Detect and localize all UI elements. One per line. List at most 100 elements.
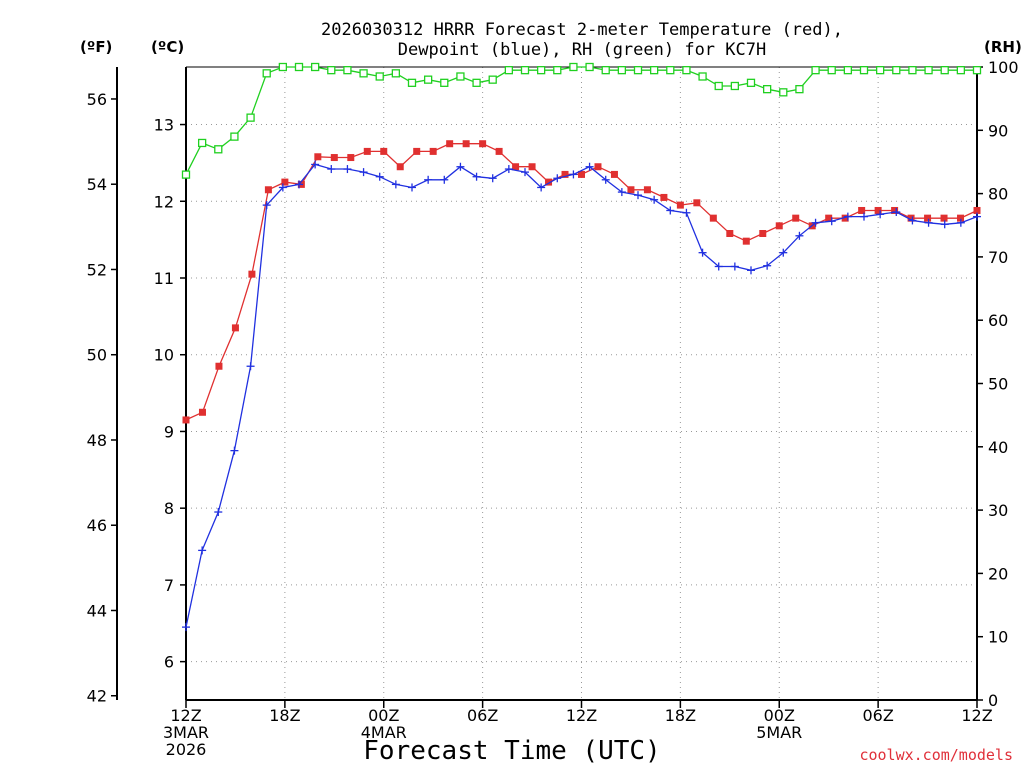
fahrenheit-unit-label: (ºF) bbox=[80, 38, 112, 56]
dewpoint-point bbox=[408, 183, 416, 192]
rh-point bbox=[423, 75, 433, 84]
rh-point bbox=[504, 66, 514, 75]
temperature-point bbox=[264, 186, 272, 194]
celsius-unit-label: (ºC) bbox=[151, 38, 184, 56]
dewpoint-point bbox=[327, 165, 336, 174]
rh-tick-label: 100 bbox=[988, 58, 1019, 77]
rh-tick-label: 50 bbox=[988, 375, 1008, 394]
temperature-point bbox=[957, 214, 965, 222]
rh-point bbox=[698, 72, 707, 81]
x-tick-label: 18Z bbox=[665, 706, 696, 725]
rh-point bbox=[811, 66, 820, 75]
rh-point bbox=[827, 66, 836, 75]
temperature-point bbox=[380, 147, 388, 155]
temperature-point bbox=[841, 214, 849, 222]
rh-point bbox=[972, 66, 982, 75]
temperature-point bbox=[446, 140, 454, 148]
rh-point bbox=[843, 66, 853, 75]
temperature-point bbox=[775, 222, 783, 230]
temperature-point bbox=[479, 140, 487, 148]
temperature-point bbox=[528, 163, 536, 171]
dewpoint-point bbox=[311, 160, 320, 169]
x-tick-label: 12Z bbox=[566, 706, 597, 725]
dewpoint-point bbox=[747, 266, 755, 275]
gridlines bbox=[186, 67, 977, 700]
dewpoint-point bbox=[860, 212, 868, 221]
temperature-point bbox=[759, 229, 767, 237]
dewpoint-point bbox=[650, 195, 659, 204]
credit-link[interactable]: coolwx.com/models bbox=[859, 746, 1013, 764]
rh-point bbox=[859, 66, 869, 75]
temperature-point bbox=[973, 206, 981, 214]
celsius-tick-label: 13 bbox=[154, 116, 174, 135]
chart-title-line1: 2026030312 HRRR Forecast 2-meter Tempera… bbox=[321, 20, 843, 40]
celsius-tick-label: 8 bbox=[164, 499, 174, 518]
temperature-point bbox=[891, 206, 899, 214]
temperature-point bbox=[429, 147, 437, 155]
dewpoint-point bbox=[521, 168, 529, 177]
dewpoint-point bbox=[230, 446, 239, 455]
temperature-point bbox=[594, 163, 602, 171]
rh-point bbox=[246, 113, 255, 122]
rh-point bbox=[536, 66, 546, 75]
rh-point bbox=[359, 69, 368, 78]
dewpoint-point bbox=[537, 183, 546, 192]
dewpoint-point bbox=[456, 162, 465, 171]
rh-tick-label: 0 bbox=[988, 691, 998, 710]
rh-point bbox=[488, 75, 497, 84]
rh-point bbox=[197, 138, 207, 148]
temperature-point bbox=[561, 170, 569, 178]
rh-tick-label: 40 bbox=[988, 438, 1008, 457]
rh-point bbox=[214, 145, 223, 154]
dewpoint-point bbox=[973, 212, 981, 221]
rh-point bbox=[391, 69, 401, 78]
rh-point bbox=[892, 66, 901, 75]
rh-point bbox=[730, 81, 740, 91]
celsius-tick-label: 11 bbox=[154, 269, 174, 288]
fahrenheit-tick-label: 46 bbox=[87, 516, 107, 535]
temperature-point bbox=[874, 206, 882, 214]
fahrenheit-tick-label: 42 bbox=[87, 687, 107, 706]
fahrenheit-tick-label: 52 bbox=[87, 260, 107, 279]
rh-point bbox=[875, 66, 885, 75]
dewpoint-point bbox=[892, 208, 901, 217]
rh-point bbox=[649, 66, 659, 75]
x-tick-label: 18Z bbox=[269, 706, 300, 725]
rh-point bbox=[601, 66, 610, 75]
dewpoint-point bbox=[569, 170, 578, 179]
rh-point bbox=[440, 78, 449, 87]
temperature-point bbox=[198, 408, 206, 416]
dewpoint-point bbox=[391, 180, 400, 189]
chart-title-line2: Dewpoint (blue), RH (green) for KC7H bbox=[398, 40, 766, 60]
dewpoint-point bbox=[698, 248, 707, 257]
rh-point bbox=[520, 66, 530, 75]
dewpoint-point bbox=[262, 201, 271, 210]
fahrenheit-tick-label: 50 bbox=[87, 346, 107, 365]
temperature-point bbox=[495, 147, 503, 155]
x-tick-label: 12Z bbox=[170, 706, 201, 725]
fahrenheit-tick-label: 56 bbox=[87, 90, 107, 109]
temperature-point bbox=[545, 178, 553, 186]
dewpoint-point bbox=[908, 216, 917, 225]
temperature-point bbox=[281, 178, 289, 186]
temperature-point bbox=[643, 186, 651, 194]
dewpoint-point bbox=[440, 175, 449, 184]
fahrenheit-tick-label: 48 bbox=[87, 431, 107, 450]
rh-point bbox=[407, 78, 417, 87]
dewpoint-point bbox=[634, 191, 642, 200]
dewpoint-point bbox=[956, 218, 965, 227]
temperature-point bbox=[413, 147, 421, 155]
x-tick-label: 00Z bbox=[368, 706, 399, 725]
dewpoint-point bbox=[843, 212, 852, 221]
dewpoint-point bbox=[424, 175, 433, 184]
dewpoint-point bbox=[472, 172, 481, 181]
dewpoint-point bbox=[714, 262, 723, 271]
temperature-point bbox=[462, 140, 470, 148]
temperature-point bbox=[330, 154, 338, 162]
rh-point bbox=[633, 66, 643, 75]
x-date-label: 5MAR bbox=[756, 723, 802, 742]
rh-point bbox=[617, 66, 627, 75]
dewpoint-point bbox=[811, 218, 820, 227]
rh-tick-label: 60 bbox=[988, 311, 1008, 330]
rh-point bbox=[456, 72, 465, 81]
